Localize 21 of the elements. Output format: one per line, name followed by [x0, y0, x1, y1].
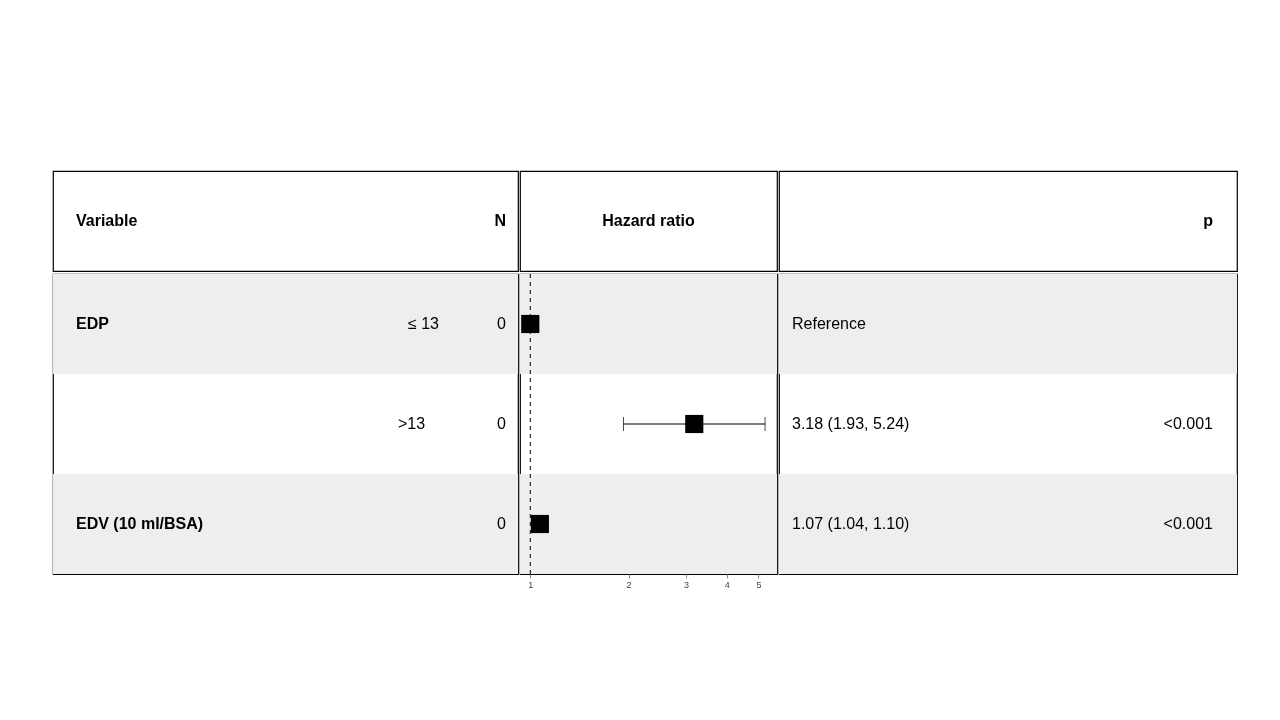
- text: 1.07 (1.04, 1.10): [792, 515, 910, 532]
- text: 0: [497, 415, 507, 432]
- x-tick-label: 4: [724, 579, 730, 590]
- text: 0: [497, 315, 507, 332]
- x-tick-label: 5: [756, 579, 762, 590]
- text: p: [1203, 212, 1214, 229]
- text: EDP: [76, 315, 110, 332]
- text: 3.18 (1.93, 5.24): [792, 415, 910, 432]
- text: N: [494, 212, 506, 229]
- text: 0: [497, 515, 507, 532]
- text: ≤ 13: [407, 315, 440, 332]
- text: <0.001: [1163, 415, 1214, 432]
- x-tick-label: 2: [626, 579, 632, 590]
- text: Reference: [792, 315, 866, 332]
- x-tick-label: 3: [684, 579, 690, 590]
- text: Variable: [76, 212, 138, 229]
- x-tick-label: 1: [528, 579, 534, 590]
- x-axis-title: Hazard ratio: [602, 212, 695, 229]
- text: >13: [398, 415, 426, 432]
- text: <0.001: [1163, 515, 1214, 532]
- text: EDV (10 ml/BSA): [76, 515, 204, 532]
